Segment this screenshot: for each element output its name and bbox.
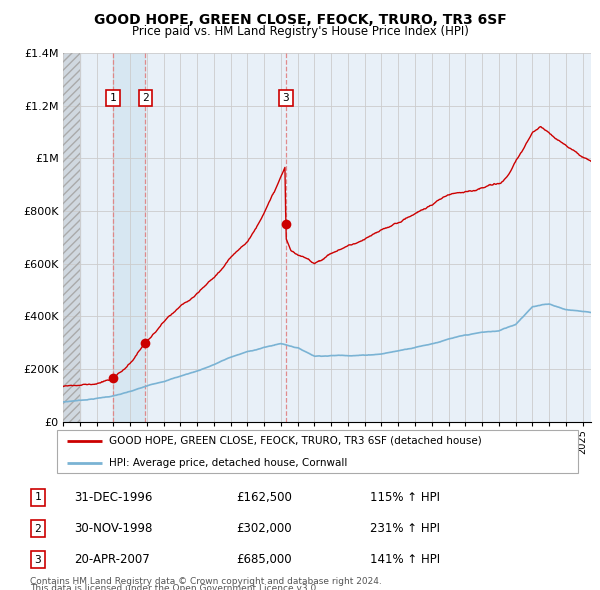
Text: 1: 1	[110, 93, 116, 103]
Text: 3: 3	[35, 555, 41, 565]
Bar	[63, 53, 80, 422]
Bar	[63, 53, 80, 422]
Text: Contains HM Land Registry data © Crown copyright and database right 2024.: Contains HM Land Registry data © Crown c…	[30, 577, 382, 586]
Text: £302,000: £302,000	[236, 522, 292, 535]
Text: 31-DEC-1996: 31-DEC-1996	[74, 491, 152, 504]
Text: 20-APR-2007: 20-APR-2007	[74, 553, 150, 566]
Text: 30-NOV-1998: 30-NOV-1998	[74, 522, 152, 535]
Text: GOOD HOPE, GREEN CLOSE, FEOCK, TRURO, TR3 6SF (detached house): GOOD HOPE, GREEN CLOSE, FEOCK, TRURO, TR…	[109, 436, 482, 446]
Text: HPI: Average price, detached house, Cornwall: HPI: Average price, detached house, Corn…	[109, 458, 348, 468]
Text: 3: 3	[283, 93, 289, 103]
Text: 231% ↑ HPI: 231% ↑ HPI	[370, 522, 440, 535]
Bar	[113, 53, 145, 422]
Text: GOOD HOPE, GREEN CLOSE, FEOCK, TRURO, TR3 6SF: GOOD HOPE, GREEN CLOSE, FEOCK, TRURO, TR…	[94, 13, 506, 27]
Text: 141% ↑ HPI: 141% ↑ HPI	[370, 553, 440, 566]
Text: 1: 1	[35, 493, 41, 502]
Text: 2: 2	[142, 93, 149, 103]
Text: £685,000: £685,000	[236, 553, 292, 566]
Text: £162,500: £162,500	[236, 491, 292, 504]
Text: Price paid vs. HM Land Registry's House Price Index (HPI): Price paid vs. HM Land Registry's House …	[131, 25, 469, 38]
FancyBboxPatch shape	[56, 430, 578, 473]
Text: 115% ↑ HPI: 115% ↑ HPI	[370, 491, 440, 504]
Text: This data is licensed under the Open Government Licence v3.0.: This data is licensed under the Open Gov…	[30, 584, 319, 590]
Text: 2: 2	[35, 523, 41, 533]
